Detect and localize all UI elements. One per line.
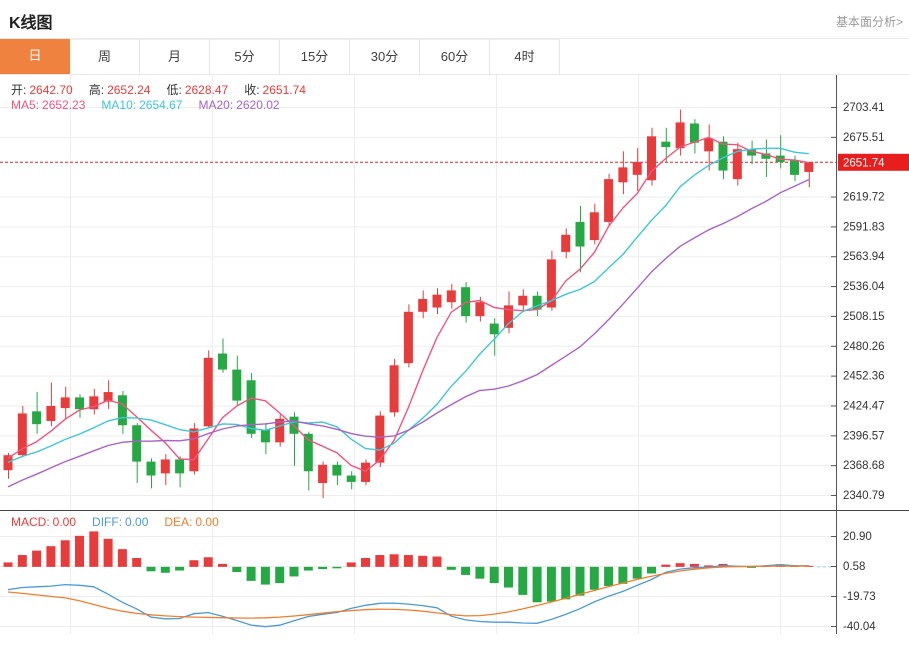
candle <box>260 423 270 455</box>
kline-canvas[interactable]: 2703.41 2675.51 2619.72 2591.83 2563.94 2536.… <box>0 75 909 647</box>
tab-15min[interactable]: 15分 <box>280 39 350 74</box>
svg-text:2396.57: 2396.57 <box>843 430 885 442</box>
tab-4hour[interactable]: 4时 <box>490 39 560 74</box>
svg-text:2508.15: 2508.15 <box>843 311 885 323</box>
fundamental-analysis-link[interactable]: 基本面分析> <box>835 15 903 29</box>
candle <box>218 338 227 373</box>
candle <box>661 127 671 163</box>
timeframe-tabbar: 日周月 5分 15分 30分 60分 4时 <box>0 39 909 75</box>
candle <box>60 386 70 419</box>
candle <box>704 124 714 171</box>
candle <box>232 355 242 406</box>
dea-line <box>7 565 809 619</box>
candle <box>117 390 127 434</box>
candle <box>675 109 685 156</box>
candle <box>604 173 614 227</box>
svg-text:-40.04: -40.04 <box>843 621 876 633</box>
svg-text:2368.68: 2368.68 <box>843 460 885 472</box>
tab-week[interactable]: 周 <box>70 39 140 74</box>
tab-month[interactable]: 月 <box>140 39 210 74</box>
tab-day[interactable]: 日 <box>0 39 70 74</box>
candle <box>446 283 456 309</box>
candle <box>561 228 571 259</box>
candle <box>203 350 213 429</box>
axis-labels: 2703.41 2675.51 2619.72 2591.83 2563.94 2536.… <box>843 102 885 633</box>
svg-text:2563.94: 2563.94 <box>843 251 885 263</box>
candle <box>89 388 99 415</box>
candle <box>418 290 428 319</box>
svg-text:2340.79: 2340.79 <box>843 490 885 502</box>
axis-ticks <box>831 107 836 627</box>
candle <box>532 291 542 317</box>
candle <box>46 382 56 427</box>
candle <box>575 205 585 273</box>
tab-5min[interactable]: 5分 <box>210 39 280 74</box>
candle <box>689 119 699 154</box>
candle <box>389 358 399 417</box>
candle <box>589 203 599 245</box>
candle <box>132 423 142 484</box>
candle <box>75 394 84 418</box>
chart-area: 2703.41 2675.51 2619.72 2591.83 2563.94 2536.… <box>0 75 909 647</box>
ma5-line <box>7 136 809 472</box>
candle <box>489 318 499 356</box>
candle <box>275 414 285 447</box>
svg-text:2536.04: 2536.04 <box>843 281 885 293</box>
diff-line <box>7 564 809 628</box>
candle <box>432 288 442 314</box>
svg-text:2619.72: 2619.72 <box>843 192 885 204</box>
svg-text:2591.83: 2591.83 <box>843 221 885 233</box>
candle <box>375 411 385 467</box>
candle <box>632 148 642 191</box>
ma20-line <box>7 178 810 488</box>
svg-text:20.90: 20.90 <box>843 531 872 543</box>
tab-30min[interactable]: 30分 <box>350 39 420 74</box>
candle <box>504 291 513 334</box>
current-price-badge: 2651.74 <box>838 153 909 171</box>
macd-histogram <box>3 531 814 603</box>
candle <box>160 454 170 486</box>
candle <box>303 431 313 491</box>
candle <box>361 459 370 486</box>
svg-text:0.58: 0.58 <box>843 561 865 573</box>
candle <box>175 456 185 488</box>
svg-text:2480.26: 2480.26 <box>843 341 885 353</box>
candle <box>775 135 785 169</box>
candle <box>647 127 656 186</box>
candle <box>747 140 757 165</box>
candle <box>518 289 528 312</box>
candle <box>332 461 342 486</box>
candle <box>761 139 771 177</box>
svg-text:2452.36: 2452.36 <box>843 371 885 383</box>
widget-header: K线图 基本面分析> <box>0 0 909 39</box>
page-title: K线图 <box>9 15 53 32</box>
svg-text:2651.74: 2651.74 <box>843 157 885 169</box>
candles <box>3 109 814 498</box>
tab-60min[interactable]: 60分 <box>420 39 490 74</box>
candle <box>103 380 113 410</box>
candle <box>618 151 628 195</box>
candle <box>32 392 42 434</box>
candle <box>804 161 814 188</box>
candle <box>403 304 413 368</box>
svg-text:2675.51: 2675.51 <box>843 132 885 144</box>
candle <box>146 458 156 489</box>
candle <box>732 142 742 186</box>
svg-text:2424.47: 2424.47 <box>843 400 885 412</box>
candle <box>246 372 256 439</box>
candle <box>318 461 328 498</box>
svg-text:-19.73: -19.73 <box>843 591 876 603</box>
svg-text:2703.41: 2703.41 <box>843 102 885 114</box>
candle <box>346 471 356 490</box>
